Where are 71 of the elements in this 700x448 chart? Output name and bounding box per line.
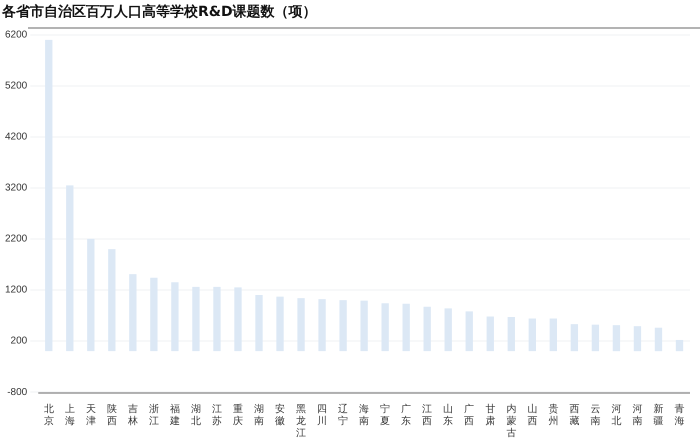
x-tick-label: 新疆 [653, 402, 664, 427]
bar [654, 328, 662, 352]
y-tick-label: 1200 [4, 284, 28, 296]
x-tick-label: 西藏 [569, 404, 580, 427]
y-tick-label: 200 [10, 336, 28, 347]
x-tick-label: 上海 [64, 402, 75, 427]
bar [402, 304, 410, 352]
x-tick-label: 山东 [443, 402, 454, 427]
bar [234, 287, 242, 352]
x-tick-label: 辽宁 [338, 402, 348, 427]
bar [550, 318, 558, 352]
bar [424, 306, 431, 352]
x-tick-label: 河北 [611, 402, 622, 427]
bar [612, 325, 620, 352]
bar [508, 316, 515, 352]
bar [87, 238, 94, 352]
x-tick-label: 北京 [44, 402, 54, 427]
x-tick-label: 贵州 [548, 402, 558, 427]
y-tick-label: 3200 [4, 182, 28, 194]
bar [634, 326, 642, 352]
x-tick-label: 青海 [674, 402, 684, 427]
bar [592, 324, 600, 352]
x-tick-label: 重庆 [232, 402, 243, 427]
bar [108, 249, 116, 352]
bar [486, 316, 494, 352]
x-tick-label: 山西 [527, 402, 538, 427]
x-tick-label: 湖南 [254, 402, 264, 427]
bar [318, 299, 326, 352]
x-tick-label: 广东 [401, 402, 412, 427]
x-tick-label: 江西 [422, 402, 432, 427]
x-tick-label: 天津 [86, 404, 96, 427]
x-tick-label: 四川 [317, 404, 328, 427]
bar [360, 300, 368, 352]
x-tick-label: 黑龙江 [296, 404, 306, 439]
bar [381, 303, 389, 352]
x-tick-label: 甘肃 [485, 402, 496, 427]
x-tick-label: 福建 [168, 402, 180, 427]
bar [129, 274, 137, 352]
x-tick-label: 安徽 [275, 402, 286, 427]
bar [45, 40, 52, 352]
bar [66, 185, 74, 352]
y-tick-label: 6200 [4, 30, 28, 41]
bar [570, 324, 578, 352]
bar [676, 340, 684, 352]
bar [339, 300, 347, 352]
x-tick-label: 湖北 [190, 402, 201, 427]
bar [150, 278, 158, 352]
x-tick-label: 江苏 [212, 402, 222, 427]
x-tick-label: 浙江 [148, 402, 159, 427]
x-tick-label: 云南 [590, 404, 600, 427]
bar [466, 311, 473, 352]
bar [444, 308, 452, 352]
x-tick-label: 海南 [359, 402, 370, 427]
x-tick-label: 吉林 [126, 402, 138, 427]
bar [213, 286, 221, 352]
x-tick-label: 内蒙古 [506, 402, 516, 439]
bar [297, 298, 305, 352]
y-tick-label: 2200 [4, 234, 28, 245]
x-tick-label: 宁夏 [380, 402, 390, 427]
x-tick-label: 河南 [632, 402, 642, 427]
x-tick-label: 陕西 [106, 402, 117, 427]
bar [171, 282, 179, 352]
y-tick-label: 5200 [4, 80, 28, 92]
bar [276, 296, 284, 352]
y-tick-label: 4200 [4, 132, 28, 143]
y-tick-label: -800 [7, 386, 28, 398]
x-tick-label: 广西 [464, 402, 474, 427]
bar [192, 286, 200, 352]
chart-title: 各省市自治区百万人口高等学校R&D课题数（项） [1, 3, 317, 20]
bar [255, 295, 263, 352]
bar [528, 318, 536, 352]
